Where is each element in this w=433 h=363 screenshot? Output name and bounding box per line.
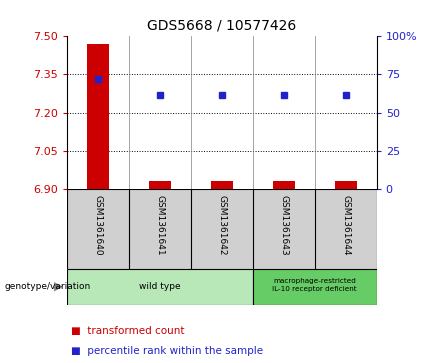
Bar (67, 269, 253, 305)
Text: GSM1361642: GSM1361642 (217, 195, 226, 256)
Bar (253, 269, 377, 305)
Text: wild type: wild type (139, 282, 181, 291)
Text: macrophage-restricted
IL-10 receptor deficient: macrophage-restricted IL-10 receptor def… (272, 278, 357, 292)
Bar (273, 181, 295, 189)
Text: ■  transformed count: ■ transformed count (71, 326, 185, 336)
Text: genotype/variation: genotype/variation (4, 282, 90, 291)
Bar (335, 181, 357, 189)
Text: GSM1361644: GSM1361644 (341, 195, 350, 256)
Title: GDS5668 / 10577426: GDS5668 / 10577426 (147, 19, 297, 32)
Text: GSM1361643: GSM1361643 (279, 195, 288, 256)
Bar (87, 44, 109, 189)
Text: GSM1361641: GSM1361641 (155, 195, 165, 256)
Bar (149, 181, 171, 189)
Bar (211, 181, 233, 189)
Text: GSM1361640: GSM1361640 (94, 195, 103, 256)
Polygon shape (54, 282, 63, 291)
Text: ■  percentile rank within the sample: ■ percentile rank within the sample (71, 346, 264, 356)
